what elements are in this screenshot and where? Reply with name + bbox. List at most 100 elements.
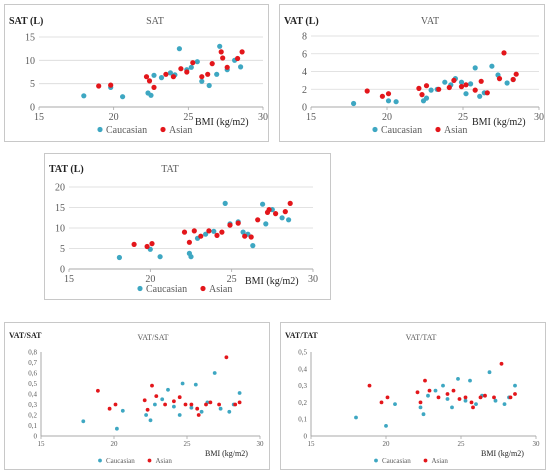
data-point-asian <box>513 392 517 396</box>
data-point-caucasian <box>176 46 182 52</box>
x-tick-label: 15 <box>64 274 74 285</box>
data-point-asian <box>235 55 241 62</box>
legend-label: Caucasian <box>146 284 187 295</box>
data-point-asian <box>107 406 112 411</box>
data-point-asian <box>367 383 372 388</box>
data-point-asian <box>235 220 241 226</box>
data-point-asian <box>496 76 503 82</box>
data-point-caucasian <box>393 99 399 105</box>
data-point-caucasian <box>421 412 426 417</box>
data-point-caucasian <box>502 402 507 406</box>
data-point-asian <box>205 71 211 77</box>
legend-marker <box>97 126 103 133</box>
y-tick-label: 10 <box>25 56 35 67</box>
chart-title: TAT <box>161 164 179 175</box>
data-point-asian <box>113 402 118 407</box>
x-tick-label: 15 <box>38 440 46 448</box>
chart-panel-sat: 0 5 10 15 15 20 25 30 SAT SAT (L) BMI (kg/m2) Cauca… <box>4 4 269 142</box>
x-tick-label: 30 <box>257 440 265 448</box>
data-point-caucasian <box>385 98 392 104</box>
chart-title: VAT/TAT <box>406 333 437 342</box>
y-tick-label: 4 <box>302 67 307 78</box>
legend-marker <box>372 126 378 133</box>
legend-marker <box>147 458 152 463</box>
data-point-caucasian <box>189 405 194 410</box>
data-point-asian <box>96 83 102 89</box>
data-point-asian <box>379 93 385 99</box>
y-tick-label: 0 <box>304 432 308 440</box>
chart-title: SAT <box>146 16 164 27</box>
data-point-caucasian <box>148 92 154 98</box>
x-tick-label: 30 <box>533 440 541 448</box>
data-point-caucasian <box>477 93 483 99</box>
data-point-caucasian <box>212 371 217 375</box>
data-point-asian <box>206 228 212 234</box>
chart-panel-tat: 0 5 10 15 20 15 20 25 30 TAT TAT (L) BMI (kg/m2) Cau… <box>44 153 331 300</box>
chart-vat-tat: 0 0,1 0,2 0,3 0,4 0,5 15 20 25 30 VAT/TAT VAT/TAT BM… <box>285 331 541 465</box>
y-tick-label: 0,2 <box>28 411 37 419</box>
y-axis-label: TAT (L) <box>49 164 84 175</box>
y-tick-label: 0,4 <box>298 365 307 373</box>
data-point-caucasian <box>442 79 448 85</box>
x-tick-label: 25 <box>227 274 237 285</box>
y-tick-label: 6 <box>302 49 307 60</box>
data-point-asian <box>266 207 272 213</box>
data-point-caucasian <box>468 81 474 87</box>
data-point-caucasian <box>160 397 165 402</box>
data-point-caucasian <box>172 404 176 409</box>
y-tick-label: 0,1 <box>28 422 37 430</box>
data-point-asian <box>209 61 215 67</box>
data-point-caucasian <box>227 409 232 414</box>
data-point-asian <box>445 392 450 396</box>
data-point-asian <box>423 83 430 89</box>
legend-label: Asian <box>444 125 467 136</box>
data-point-asian <box>143 74 150 80</box>
legend-label: Asian <box>432 457 449 465</box>
data-point-caucasian <box>193 382 198 387</box>
data-point-caucasian <box>263 221 269 227</box>
data-point-asian <box>224 355 229 360</box>
data-point-asian <box>415 390 420 395</box>
legend-label: Caucasian <box>382 457 411 465</box>
data-point-asian <box>427 388 432 393</box>
data-point-asian <box>248 234 254 240</box>
data-point-asian <box>282 209 288 215</box>
data-point-caucasian <box>250 243 256 249</box>
data-point-asian <box>181 229 188 235</box>
data-point-asian <box>220 55 226 61</box>
data-point-asian <box>224 64 230 70</box>
data-point-caucasian <box>426 393 430 398</box>
data-point-caucasian <box>468 378 472 383</box>
data-point-asian <box>170 74 176 80</box>
y-tick-label: 0,5 <box>298 348 307 356</box>
data-point-asian <box>184 69 190 75</box>
chart-panel-vat-tat: 0 0,1 0,2 0,3 0,4 0,5 15 20 25 30 VAT/TAT VAT/TAT BM… <box>280 322 546 470</box>
y-tick-label: 8 <box>302 32 307 43</box>
data-point-asian <box>436 395 441 400</box>
x-tick-label: 20 <box>382 112 392 123</box>
data-point-caucasian <box>116 254 122 261</box>
data-point-caucasian <box>458 79 465 85</box>
legend-marker <box>98 458 102 463</box>
legend-marker <box>435 126 441 133</box>
data-point-asian <box>451 388 456 393</box>
data-point-caucasian <box>433 388 438 393</box>
data-point-caucasian <box>354 415 358 420</box>
x-tick-label: 20 <box>145 274 155 285</box>
y-tick-label: 0 <box>302 103 307 114</box>
data-point-caucasian <box>188 254 194 260</box>
data-point-caucasian <box>286 217 292 223</box>
data-point-asian <box>436 86 442 92</box>
data-point-caucasian <box>463 91 469 97</box>
data-point-caucasian <box>81 419 86 424</box>
data-point-caucasian <box>120 94 126 100</box>
data-point-caucasian <box>238 64 244 70</box>
x-tick-label: 30 <box>258 112 268 123</box>
data-point-asian <box>144 243 150 250</box>
data-point-caucasian <box>487 370 492 375</box>
data-point-caucasian <box>218 406 223 411</box>
y-tick-label: 5 <box>60 244 65 255</box>
x-tick-label: 20 <box>109 112 119 123</box>
y-tick-label: 0 <box>30 103 35 114</box>
data-point-caucasian <box>504 80 510 86</box>
